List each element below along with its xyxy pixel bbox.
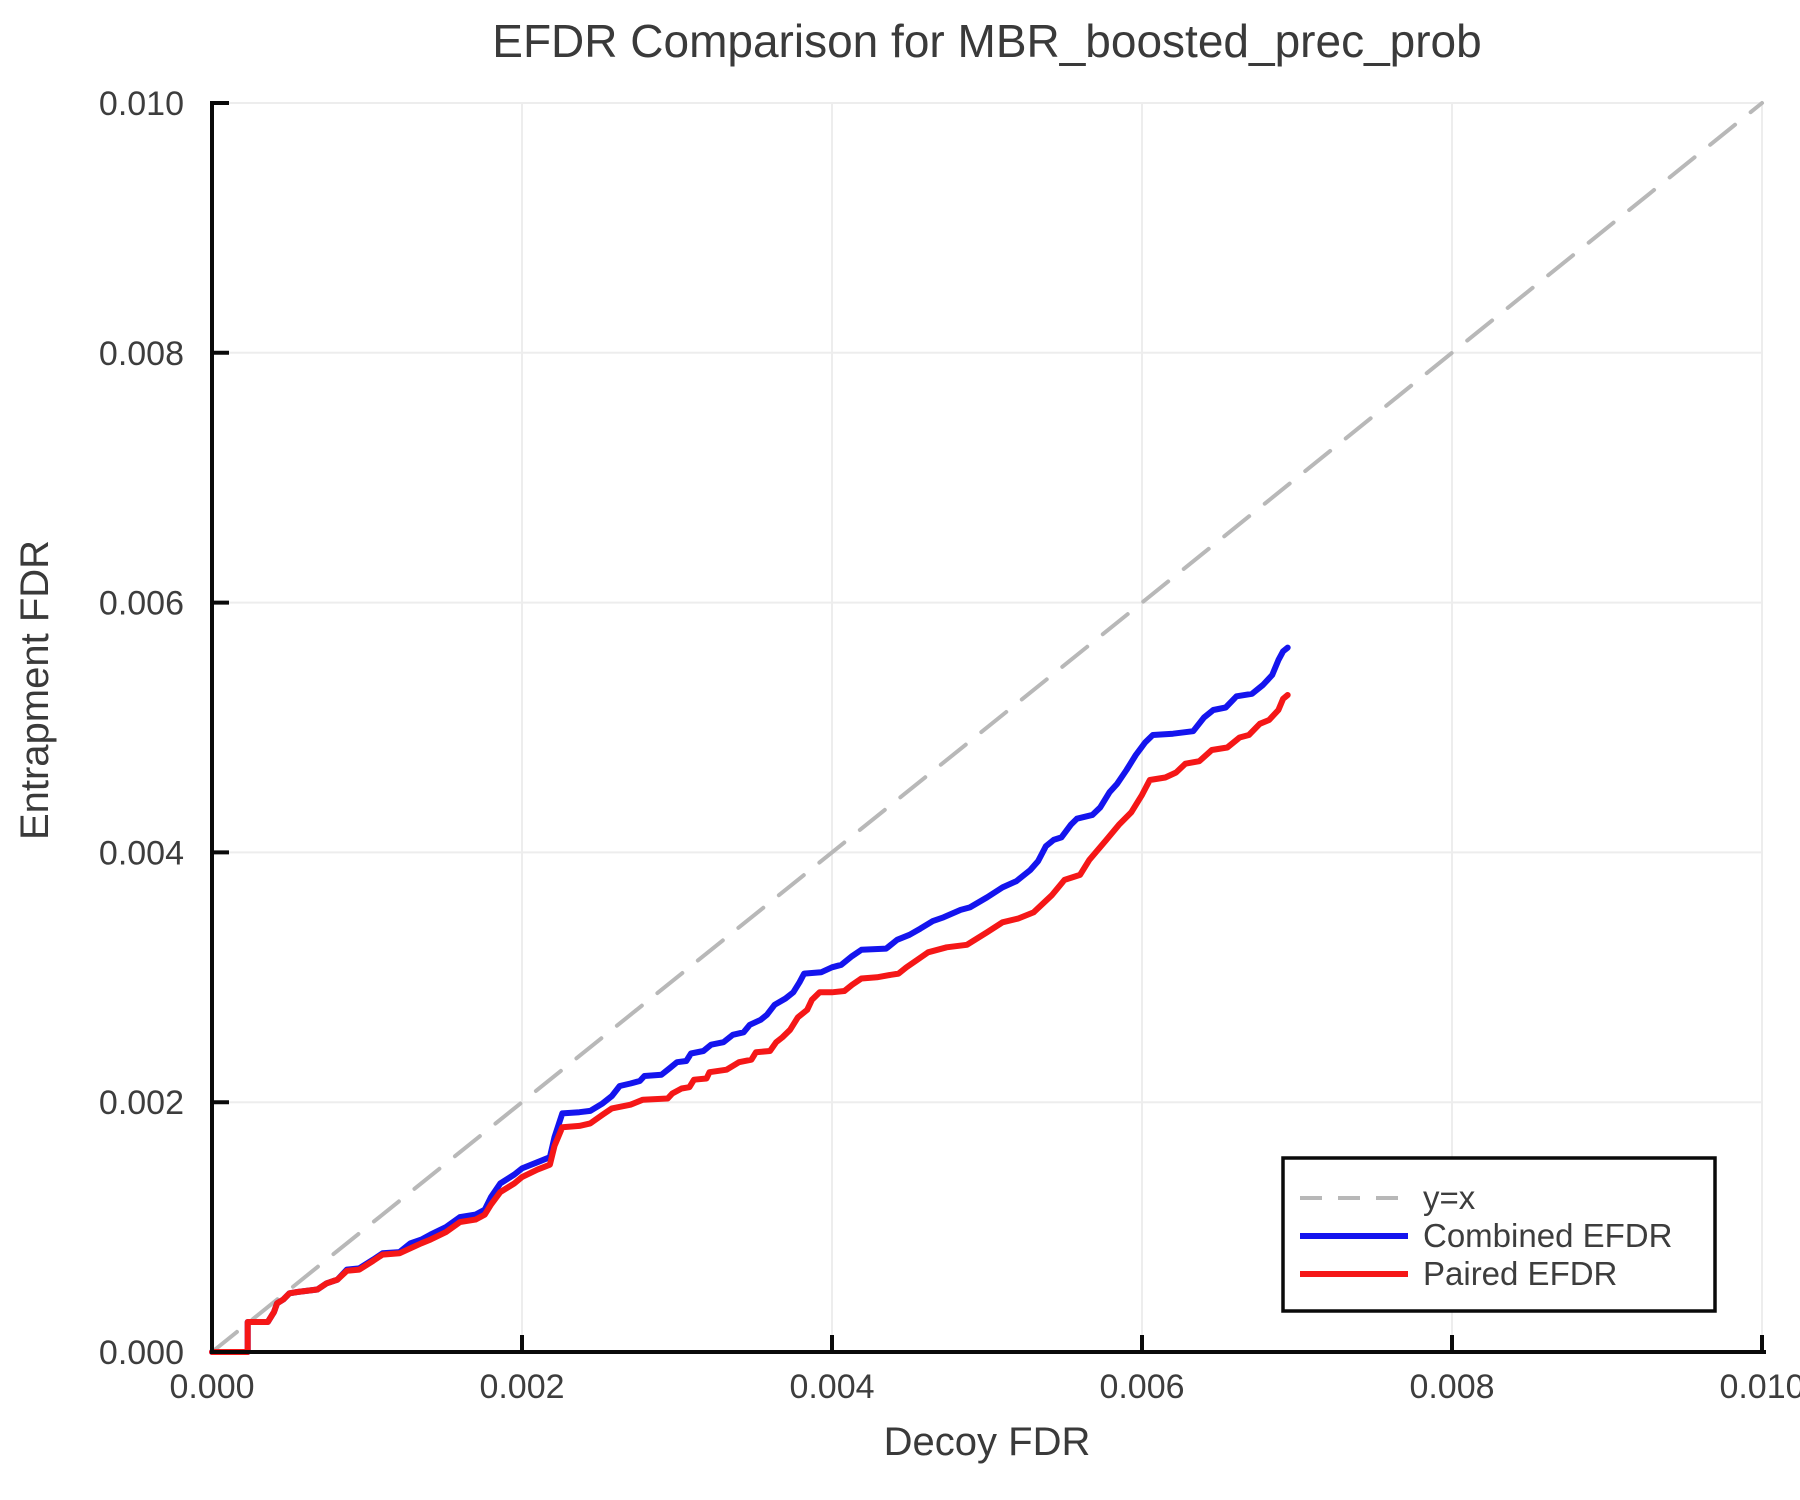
series-y-x <box>210 101 1764 1354</box>
y-tick-label: 0.002 <box>99 1084 184 1122</box>
x-tick-label: 0.002 <box>479 1368 564 1406</box>
legend-label-combined-efdr: Combined EFDR <box>1423 1217 1672 1254</box>
x-tick-label: 0.008 <box>1409 1368 1494 1406</box>
y-tick-label: 0.006 <box>99 585 184 623</box>
x-axis-label: Decoy FDR <box>884 1420 1091 1464</box>
legend: y=x Combined EFDR Paired EFDR <box>1281 1156 1717 1313</box>
y-tick-label: 0.004 <box>99 834 184 872</box>
y-tick-label: 0.000 <box>99 1334 184 1372</box>
legend-label-paired-efdr: Paired EFDR <box>1423 1255 1617 1292</box>
x-tick-label: 0.000 <box>169 1368 254 1406</box>
chart-title: EFDR Comparison for MBR_boosted_prec_pro… <box>492 15 1481 67</box>
x-tick-label: 0.010 <box>1719 1368 1800 1406</box>
x-tick-label: 0.004 <box>789 1368 874 1406</box>
series-paired-efdr <box>209 692 1291 1355</box>
y-tick-label: 0.010 <box>99 85 184 123</box>
plot-area: 0.000 0.002 0.004 0.006 0.008 0.010 0.000 0.002… <box>99 85 1800 1406</box>
y-axis-label: Entrapment FDR <box>13 540 57 840</box>
y-tick-label: 0.008 <box>99 335 184 373</box>
x-tick-label: 0.006 <box>1099 1368 1184 1406</box>
legend-label-identity: y=x <box>1423 1179 1476 1216</box>
series-combined-efdr <box>209 644 1291 1355</box>
